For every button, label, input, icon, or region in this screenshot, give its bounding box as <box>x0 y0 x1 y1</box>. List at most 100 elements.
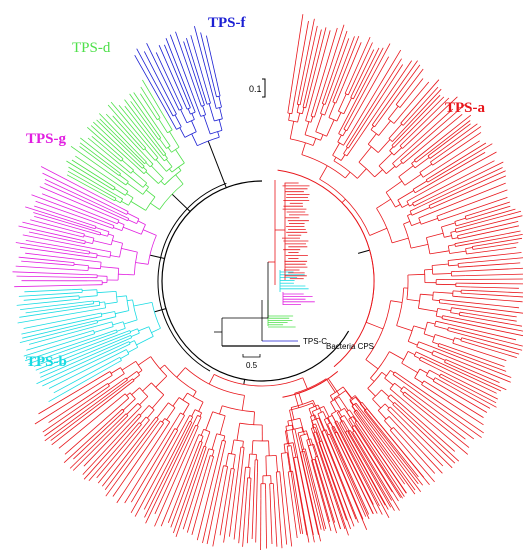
tps-a-branch <box>327 378 340 396</box>
tps-a-branch <box>130 441 168 503</box>
tps-a-branch <box>407 215 412 226</box>
tps-f-branch <box>208 103 215 122</box>
tps-d-branch <box>160 180 165 186</box>
tps-a-branch <box>160 421 171 436</box>
tps-a-branch <box>343 415 355 432</box>
tps-a-branch <box>415 351 429 358</box>
tps-a-branch <box>347 431 355 444</box>
tps-a-branch <box>323 427 368 530</box>
tps-a-branch <box>442 315 447 317</box>
tps-b-branch <box>18 292 69 297</box>
tps-a-branch <box>231 439 235 454</box>
tps-a-branch <box>426 232 444 238</box>
tps-a-branch <box>335 86 344 104</box>
tps-a-branch <box>315 431 319 438</box>
tps-f-branch <box>200 32 215 87</box>
tps-b-branch <box>114 311 117 317</box>
tps-f-branch <box>200 114 206 117</box>
tps-g-branch <box>33 212 92 231</box>
tps-b-branch <box>48 352 120 389</box>
tps-a-branch <box>219 405 223 415</box>
tps-a-branch <box>304 448 309 461</box>
tps-d-branch <box>71 159 110 184</box>
tps-a-branch <box>82 423 130 475</box>
tps-b-branch <box>93 330 95 334</box>
tps-a-branch <box>432 334 436 343</box>
tps-a-branch <box>310 116 314 123</box>
tps-f-branch <box>190 111 196 115</box>
tps-d-branch <box>114 176 127 186</box>
tps-d-branch <box>158 118 168 134</box>
tps-a-branch <box>200 436 204 442</box>
tps-a-branch <box>333 160 358 179</box>
tps-a-branch <box>290 14 304 95</box>
tps-d-branch <box>110 101 150 148</box>
tps-a-branch <box>403 81 430 113</box>
tps-f-branch <box>184 131 197 138</box>
tps-a-branch <box>94 383 108 393</box>
tps-a-branch <box>120 367 125 374</box>
tps-a-branch <box>393 427 406 441</box>
tps-a-branch <box>452 342 458 346</box>
tps-b-branch <box>111 321 114 327</box>
tps-a-branch <box>212 481 226 547</box>
tps-a-branch <box>400 386 404 392</box>
tps-d-branch <box>169 131 180 148</box>
tps-a-branch <box>311 460 315 470</box>
tps-a-branch <box>444 235 452 238</box>
tps-a-branch <box>449 324 517 341</box>
tps-a-branch <box>328 102 336 118</box>
tps-d-branch <box>129 176 144 188</box>
tps-a-branch <box>124 393 130 399</box>
tps-a-branch <box>398 415 453 469</box>
tps-a-branch <box>405 412 460 462</box>
tps-d-branch <box>167 147 172 153</box>
tps-b-branch <box>126 295 130 311</box>
tps-a-branch <box>300 435 305 450</box>
tps-a-branch <box>406 103 466 156</box>
inset-outgroup-label: Bacteria CPS <box>326 342 374 351</box>
tps-a-branch <box>465 248 467 255</box>
tps-a-branch <box>388 416 396 424</box>
tps-a-branch <box>298 430 307 434</box>
label-tps-d: TPS-d <box>72 40 111 56</box>
tps-d-branch <box>119 174 129 182</box>
tps-d-branch <box>141 143 146 149</box>
tps-d-branch <box>159 130 171 147</box>
tps-b-branch <box>67 295 80 298</box>
tps-a-branch <box>126 370 138 380</box>
tps-a-branch <box>213 374 303 387</box>
tps-a-branch <box>357 440 400 511</box>
tps-a-branch <box>194 409 202 414</box>
tps-a-branch <box>374 169 383 178</box>
tps-a-branch <box>479 201 511 213</box>
tps-g-branch <box>15 242 80 253</box>
tps-g-branch <box>95 227 110 233</box>
tps-a-branch <box>199 440 203 443</box>
tps-b-branch <box>68 292 83 294</box>
tps-d-branch <box>150 202 160 210</box>
tps-a-branch <box>418 307 438 312</box>
tps-a-branch <box>223 435 226 441</box>
tps-a-branch <box>315 423 318 429</box>
tps-a-branch <box>182 403 190 415</box>
tps-a-branch <box>315 131 327 137</box>
tps-a-branch <box>411 207 431 216</box>
tps-a-branch <box>299 92 304 105</box>
tps-a-branch <box>406 274 409 300</box>
tps-a-branch <box>435 308 438 317</box>
tps-f-branch <box>186 119 195 124</box>
tps-a-branch <box>478 242 519 249</box>
tps-g-branch <box>88 223 97 227</box>
tps-a-branch <box>229 463 240 537</box>
tps-d-branch <box>98 191 115 202</box>
tps-b-branch <box>116 328 126 332</box>
tps-a-branch <box>376 198 391 209</box>
tps-a-branch <box>435 175 507 207</box>
tps-d-branch <box>107 149 122 162</box>
tps-a-branch <box>396 325 413 332</box>
tps-b-branch <box>151 302 161 329</box>
tps-a-branch <box>432 299 440 302</box>
tps-a-branch <box>332 101 337 104</box>
tps-b-branch <box>28 338 100 365</box>
